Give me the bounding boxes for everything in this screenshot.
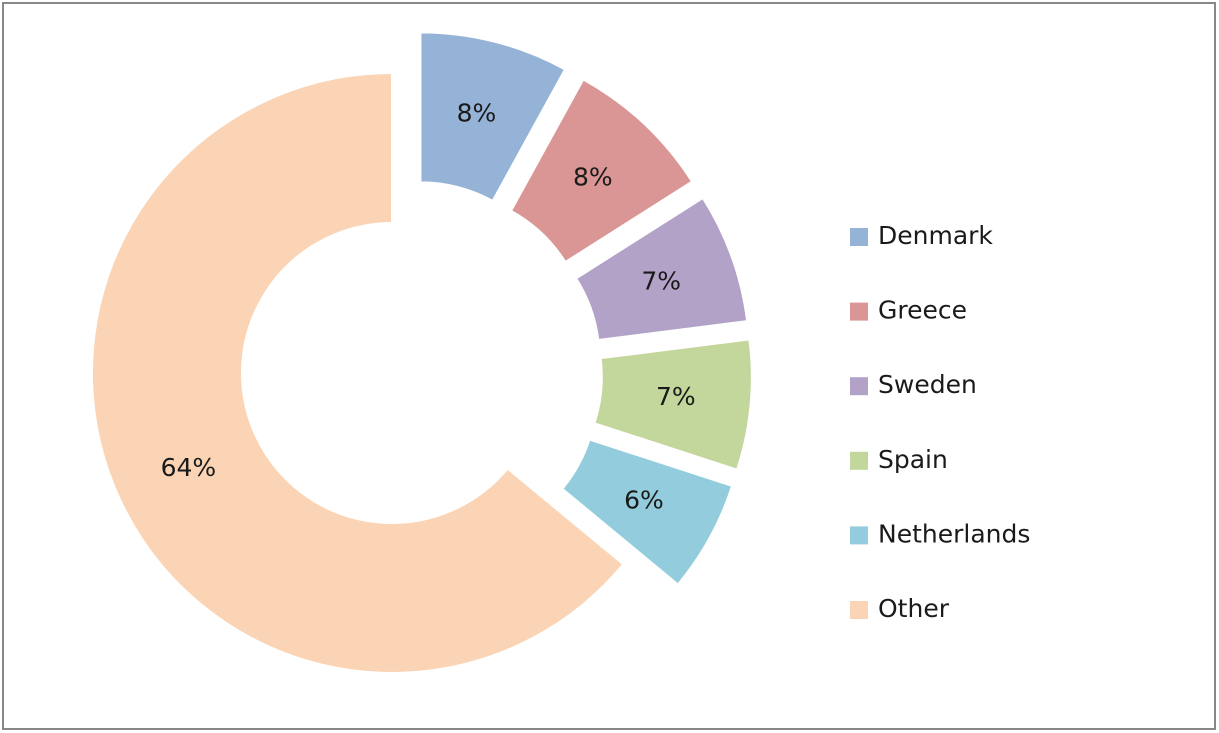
legend-swatch <box>850 451 868 470</box>
donut-slice <box>574 196 749 342</box>
legend-label: Sweden <box>878 370 977 399</box>
legend-label: Denmark <box>878 221 993 250</box>
donut-slice <box>91 71 625 674</box>
data-label: 8% <box>573 162 613 191</box>
legend-label: Spain <box>878 445 948 474</box>
data-label: 7% <box>641 267 681 296</box>
donut-slice <box>509 78 694 264</box>
legend-swatch <box>850 228 868 246</box>
legend-swatch <box>850 377 868 396</box>
data-label: 8% <box>457 98 497 127</box>
data-label: 7% <box>656 382 696 411</box>
legend-label: Netherlands <box>878 519 1030 548</box>
data-label: 6% <box>624 486 664 515</box>
legend-label: Other <box>878 594 950 623</box>
data-label: 64% <box>161 453 217 482</box>
legend-swatch <box>850 302 868 321</box>
donut-slice <box>419 31 567 203</box>
donut-slice <box>560 438 734 586</box>
legend-swatch <box>850 601 868 619</box>
legend-label: Greece <box>878 296 967 325</box>
legend-swatch <box>850 526 868 545</box>
donut-slice <box>593 338 753 471</box>
